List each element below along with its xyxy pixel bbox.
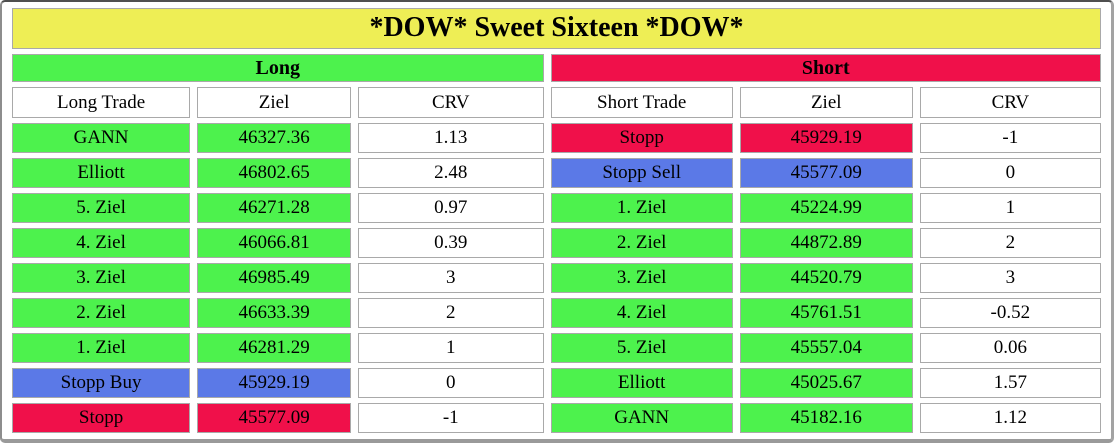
short-crv-cell: 1 bbox=[919, 193, 1101, 224]
short-crv-cell: 1.12 bbox=[919, 402, 1101, 433]
short-ziel-column-header: Ziel bbox=[739, 87, 913, 119]
long-crv-cell: 0.97 bbox=[358, 193, 544, 224]
short-crv-cell: 0.06 bbox=[919, 333, 1101, 364]
short-crv-cell: 0 bbox=[919, 158, 1101, 189]
long-crv-cell: -1 bbox=[358, 402, 544, 433]
long-ziel-cell: 46985.49 bbox=[197, 263, 351, 294]
short-section-header: Short bbox=[550, 53, 1101, 83]
long-ziel-cell: 46271.28 bbox=[197, 193, 351, 224]
short-ziel-cell: 45025.67 bbox=[739, 368, 913, 398]
table-row: GANN 46327.36 1.13 Stopp 45929.19 -1 bbox=[12, 123, 1101, 154]
short-ziel-cell: 44872.89 bbox=[739, 228, 913, 259]
short-ziel-cell: 45929.19 bbox=[739, 123, 913, 154]
long-ziel-cell: 46281.29 bbox=[197, 333, 351, 364]
long-trade-cell: 5. Ziel bbox=[12, 193, 191, 224]
table-row: Stopp 45577.09 -1 GANN 45182.16 1.12 bbox=[12, 402, 1101, 433]
table-row: Elliott 46802.65 2.48 Stopp Sell 45577.0… bbox=[12, 158, 1101, 189]
short-trade-cell: Stopp bbox=[550, 123, 733, 154]
short-trade-cell: 1. Ziel bbox=[550, 193, 733, 224]
long-crv-cell: 2.48 bbox=[358, 158, 544, 189]
short-trade-cell: 3. Ziel bbox=[550, 263, 733, 294]
long-ziel-column-header: Ziel bbox=[197, 87, 351, 119]
short-ziel-cell: 45761.51 bbox=[739, 298, 913, 329]
short-trade-cell: 5. Ziel bbox=[550, 333, 733, 364]
long-crv-cell: 1 bbox=[358, 333, 544, 364]
short-trade-cell: Stopp Sell bbox=[550, 158, 733, 189]
short-trade-column-header: Short Trade bbox=[550, 87, 733, 119]
short-ziel-cell: 45224.99 bbox=[739, 193, 913, 224]
long-crv-cell: 1.13 bbox=[358, 123, 544, 154]
long-trade-cell: 3. Ziel bbox=[12, 263, 191, 294]
long-crv-cell: 0.39 bbox=[358, 228, 544, 259]
short-trade-cell: 4. Ziel bbox=[550, 298, 733, 329]
short-ziel-cell: 44520.79 bbox=[739, 263, 913, 294]
long-ziel-cell: 46802.65 bbox=[197, 158, 351, 189]
short-ziel-cell: 45557.04 bbox=[739, 333, 913, 364]
long-ziel-cell: 45577.09 bbox=[197, 402, 351, 433]
long-trade-cell: GANN bbox=[12, 123, 191, 154]
short-ziel-cell: 45182.16 bbox=[739, 402, 913, 433]
sweet-sixteen-table: *DOW* Sweet Sixteen *DOW* Long Short Lon… bbox=[5, 3, 1108, 438]
short-crv-cell: -0.52 bbox=[919, 298, 1101, 329]
short-crv-cell: -1 bbox=[919, 123, 1101, 154]
short-trade-cell: GANN bbox=[550, 402, 733, 433]
table-row: 1. Ziel 46281.29 1 5. Ziel 45557.04 0.06 bbox=[12, 333, 1101, 364]
long-crv-column-header: CRV bbox=[358, 87, 544, 119]
long-trade-cell: 2. Ziel bbox=[12, 298, 191, 329]
short-crv-column-header: CRV bbox=[919, 87, 1101, 119]
short-ziel-cell: 45577.09 bbox=[739, 158, 913, 189]
long-ziel-cell: 46066.81 bbox=[197, 228, 351, 259]
long-trade-cell: Elliott bbox=[12, 158, 191, 189]
long-ziel-cell: 45929.19 bbox=[197, 368, 351, 398]
long-crv-cell: 3 bbox=[358, 263, 544, 294]
long-trade-column-header: Long Trade bbox=[12, 87, 191, 119]
table-row: 2. Ziel 46633.39 2 4. Ziel 45761.51 -0.5… bbox=[12, 298, 1101, 329]
short-trade-cell: 2. Ziel bbox=[550, 228, 733, 259]
table-row: Stopp Buy 45929.19 0 Elliott 45025.67 1.… bbox=[12, 368, 1101, 398]
page-title: *DOW* Sweet Sixteen *DOW* bbox=[12, 8, 1101, 49]
long-trade-cell: Stopp bbox=[12, 402, 191, 433]
short-trade-cell: Elliott bbox=[550, 368, 733, 398]
long-ziel-cell: 46327.36 bbox=[197, 123, 351, 154]
short-crv-cell: 2 bbox=[919, 228, 1101, 259]
long-section-header: Long bbox=[12, 53, 544, 83]
table-row: 4. Ziel 46066.81 0.39 2. Ziel 44872.89 2 bbox=[12, 228, 1101, 259]
long-trade-cell: 1. Ziel bbox=[12, 333, 191, 364]
long-trade-cell: 4. Ziel bbox=[12, 228, 191, 259]
table-row: 3. Ziel 46985.49 3 3. Ziel 44520.79 3 bbox=[12, 263, 1101, 294]
long-ziel-cell: 46633.39 bbox=[197, 298, 351, 329]
long-crv-cell: 0 bbox=[358, 368, 544, 398]
long-crv-cell: 2 bbox=[358, 298, 544, 329]
short-crv-cell: 1.57 bbox=[919, 368, 1101, 398]
short-crv-cell: 3 bbox=[919, 263, 1101, 294]
table-row: 5. Ziel 46271.28 0.97 1. Ziel 45224.99 1 bbox=[12, 193, 1101, 224]
long-trade-cell: Stopp Buy bbox=[12, 368, 191, 398]
